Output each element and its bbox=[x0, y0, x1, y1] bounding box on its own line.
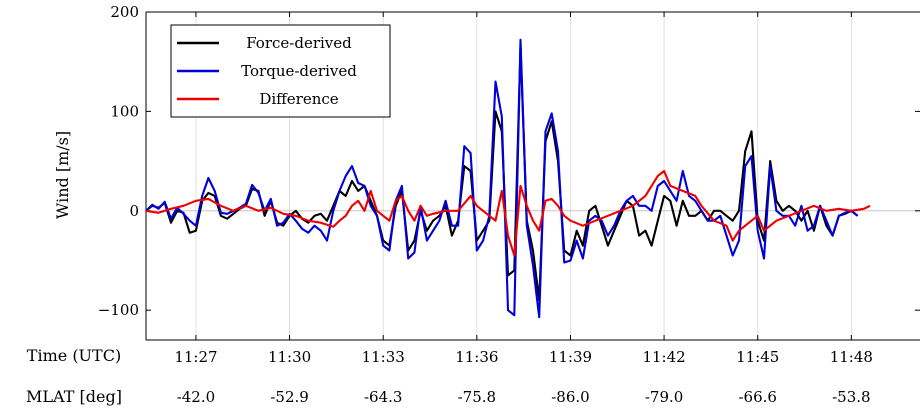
x-tick-label-time: 11:36 bbox=[455, 348, 498, 366]
legend-label-torque: Torque-derived bbox=[241, 62, 357, 80]
x-tick-label-mlat: -75.8 bbox=[458, 388, 496, 406]
legend-label-difference: Difference bbox=[259, 90, 338, 108]
series-line-torque-derived bbox=[146, 38, 859, 319]
x-tick-label-time: 11:30 bbox=[268, 348, 311, 366]
x-tick-label-time: 11:27 bbox=[174, 348, 217, 366]
mlat-axis-label: MLAT [deg] bbox=[26, 387, 122, 406]
y-tick-label: 100 bbox=[110, 102, 139, 120]
y-tick-label: 200 bbox=[110, 3, 139, 21]
x-tick-label-time: 11:45 bbox=[736, 348, 779, 366]
x-tick-label-mlat: -53.8 bbox=[832, 388, 870, 406]
x-tick-label-time: 11:33 bbox=[362, 348, 405, 366]
y-tick-label: 0 bbox=[129, 202, 139, 220]
y-tick-label: −100 bbox=[98, 301, 139, 319]
series-line-difference bbox=[146, 169, 871, 257]
legend: Force-derived Torque-derived Difference bbox=[170, 24, 391, 118]
x-tick-label-time: 11:42 bbox=[642, 348, 685, 366]
x-tick-label-time: 11:48 bbox=[830, 348, 873, 366]
x-tick-label-mlat: -64.3 bbox=[364, 388, 402, 406]
x-tick-label-time: 11:39 bbox=[549, 348, 592, 366]
x-tick-label-mlat: -52.9 bbox=[270, 388, 308, 406]
x-tick-label-mlat: -86.0 bbox=[551, 388, 589, 406]
legend-label-force: Force-derived bbox=[246, 34, 352, 52]
y-axis-label: Wind [m/s] bbox=[53, 131, 72, 219]
x-tick-label-mlat: -42.0 bbox=[177, 388, 215, 406]
x-tick-label-mlat: -79.0 bbox=[645, 388, 683, 406]
x-axis-label: Time (UTC) bbox=[27, 346, 121, 365]
x-tick-label-mlat: -66.6 bbox=[738, 388, 776, 406]
